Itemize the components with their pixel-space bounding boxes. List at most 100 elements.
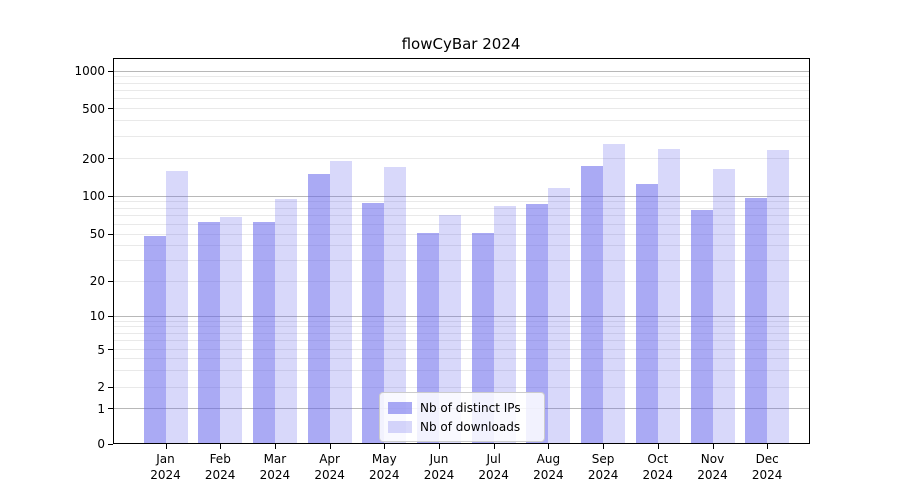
y-axis-tick: [108, 315, 113, 317]
bar-ips-jun: [417, 232, 439, 444]
gridline-minor: [114, 120, 809, 122]
gridline-minor: [114, 259, 809, 261]
legend-label-downloads: Nb of downloads: [420, 419, 521, 434]
legend-entry-downloads: Nb of downloads: [386, 417, 536, 436]
x-axis-tick-label: Oct 2024: [628, 451, 688, 483]
y-axis-tick-label: 100: [82, 189, 105, 203]
gridline-minor: [114, 369, 809, 371]
x-axis-tick-label-year: 2024: [204, 468, 236, 482]
bar-ips-sep: [581, 166, 604, 444]
x-axis-tick-label: Apr 2024: [300, 451, 360, 483]
legend-entry-distinct-ips: Nb of distinct IPs: [386, 398, 536, 417]
bar-downloads-nov: [712, 168, 735, 444]
gridline-minor: [114, 349, 809, 350]
bar-downloads-apr: [329, 161, 352, 444]
bar-ips-apr: [307, 173, 330, 444]
x-axis-tick-label: Dec 2024: [737, 451, 797, 483]
x-axis-tick-label-year: 2024: [150, 468, 181, 482]
bar-ips-feb: [198, 222, 221, 444]
x-axis-tick-label-year: 2024: [423, 468, 455, 482]
gridline-minor: [114, 332, 809, 334]
gridline-minor: [114, 108, 809, 109]
x-axis-tick: [767, 444, 769, 449]
x-axis-tick-label: Jun 2024: [409, 451, 469, 483]
y-axis-tick-label: 2: [97, 380, 105, 394]
x-axis-tick-label: Nov 2024: [683, 451, 743, 483]
x-axis-tick-label-year: 2024: [478, 468, 509, 482]
bar-downloads-jan: [165, 171, 188, 444]
plot-area: [113, 58, 810, 444]
bar-downloads-jul: [493, 206, 516, 444]
bar-downloads-aug: [548, 187, 571, 444]
y-axis-tick: [108, 408, 113, 409]
gridline-minor: [114, 135, 809, 137]
y-axis-tick-label: 1: [97, 401, 105, 416]
x-axis-tick-label-year: 2024: [642, 468, 674, 482]
x-axis-tick-label: May 2024: [354, 451, 414, 483]
y-axis-tick-label: 20: [89, 274, 105, 288]
y-axis-tick: [108, 108, 113, 109]
bar-downloads-feb: [220, 217, 243, 444]
bar-ips-jul: [471, 232, 494, 444]
x-axis-tick-label: Jul 2024: [464, 451, 524, 483]
gridline-minor: [114, 201, 809, 203]
x-axis-tick-label-year: 2024: [697, 468, 728, 482]
gridline-minor: [114, 76, 809, 78]
bar-downloads-dec: [767, 149, 790, 444]
y-axis-tick: [108, 195, 113, 197]
gridline-minor: [114, 223, 809, 225]
gridline-major: [114, 315, 809, 317]
gridline-minor: [114, 82, 809, 84]
x-axis-tick-label: Aug 2024: [518, 451, 578, 483]
x-axis-tick: [548, 444, 550, 449]
y-axis-tick: [108, 158, 113, 159]
legend-label-distinct-ips: Nb of distinct IPs: [420, 400, 521, 415]
y-axis-tick: [108, 233, 113, 235]
bar-ips-aug: [526, 204, 549, 444]
bar-downloads-sep: [603, 144, 626, 444]
x-axis-tick: [603, 444, 605, 449]
gridline-minor: [114, 280, 809, 282]
y-axis-tick: [108, 70, 113, 72]
x-axis-tick: [274, 444, 276, 449]
x-axis-tick-label: Feb 2024: [190, 451, 250, 483]
bar-downloads-jun: [439, 214, 461, 444]
y-axis-tick-label: 500: [82, 101, 105, 116]
bar-ips-mar: [252, 222, 275, 444]
y-axis-tick-label: 1000: [74, 64, 105, 78]
gridline-minor: [114, 158, 809, 159]
x-axis-tick-label: Sep 2024: [573, 451, 633, 483]
legend-swatch-downloads-icon: [388, 420, 412, 433]
gridline-minor: [114, 326, 809, 328]
gridline-minor: [114, 98, 809, 100]
y-axis-tick-label: 50: [89, 227, 105, 241]
x-axis-tick-label-year: 2024: [533, 468, 564, 482]
gridline-major: [114, 195, 809, 197]
gridline-minor: [114, 233, 809, 235]
gridline-minor: [114, 215, 809, 217]
gridline-minor: [114, 340, 809, 342]
x-axis-tick-label: Jan 2024: [136, 451, 196, 483]
gridline-minor: [114, 244, 809, 246]
x-axis-tick: [329, 444, 331, 449]
bar-downloads-oct: [657, 149, 680, 444]
x-axis-tick-label-year: 2024: [259, 468, 291, 482]
x-axis-tick-label: Mar 2024: [245, 451, 305, 483]
legend-swatch-ips-icon: [388, 401, 412, 414]
y-axis-tick-label: 200: [82, 151, 105, 166]
x-axis-tick-label-year: 2024: [751, 468, 783, 482]
x-axis-tick-label-year: 2024: [314, 468, 345, 482]
y-axis-tick: [108, 443, 113, 445]
x-axis-tick-label-year: 2024: [587, 468, 619, 482]
x-axis-tick: [493, 444, 495, 449]
bar-ips-nov: [690, 209, 713, 444]
x-axis-tick: [439, 444, 440, 449]
legend: Nb of distinct IPs Nb of downloads: [379, 392, 545, 442]
bar-ips-oct: [635, 184, 658, 444]
x-axis-tick: [657, 444, 659, 449]
x-axis-tick-label-year: 2024: [369, 468, 400, 482]
y-axis-tick-label: 0: [97, 437, 105, 451]
bar-downloads-may: [384, 166, 407, 444]
gridline-minor: [114, 89, 809, 91]
